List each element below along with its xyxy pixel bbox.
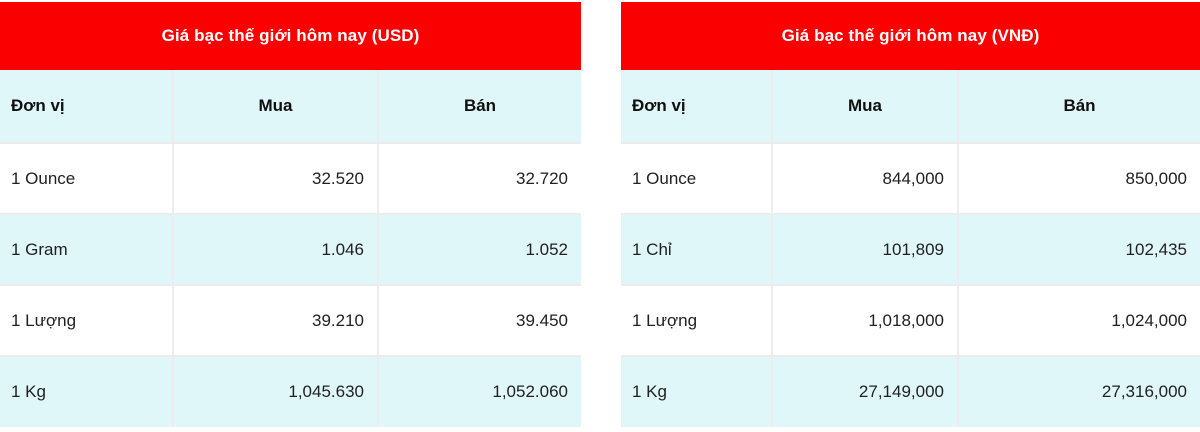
sell-price-cell: 850,000 [1125, 168, 1187, 188]
silver-price-table-vnd: Giá bạc thế giới hôm nay (VNĐ) Đơn vị Mu… [621, 2, 1200, 427]
table-title-usd: Giá bạc thế giới hôm nay (USD) [0, 2, 581, 70]
unit-cell: 1 Kg [0, 356, 174, 427]
unit-cell: 1 Lượng [621, 285, 773, 356]
table-row: 1 Kg 27,149,000 27,316,000 [621, 356, 1200, 427]
price-table-usd: Đơn vị Mua Bán 1 Ounce 32.520 32.720 1 G… [0, 70, 581, 427]
buy-price-cell: 32.520 [173, 143, 379, 214]
buy-price-cell: 1,018,000 [772, 285, 959, 356]
unit-cell: 1 Lượng [0, 285, 174, 356]
unit-cell: 1 Gram [0, 214, 174, 285]
header-row: Đơn vị Mua Bán [0, 70, 581, 144]
sell-price-cell: 1,024,000 [1111, 310, 1187, 330]
silver-price-table-usd: Giá bạc thế giới hôm nay (USD) Đơn vị Mu… [0, 2, 581, 427]
buy-price-cell: 101,809 [772, 214, 959, 285]
unit-cell: 1 Ounce [0, 143, 174, 214]
column-header-buy: Mua [173, 70, 379, 144]
buy-price-cell: 39.210 [173, 285, 379, 356]
buy-price-cell: 1,045.630 [173, 356, 379, 427]
table-row: 1 Lượng 1,018,000 1,024,000 [621, 285, 1200, 356]
unit-cell: 1 Chỉ [621, 214, 773, 285]
sell-price-cell: 32.720 [516, 168, 568, 188]
sell-price-cell: 1.052 [525, 239, 568, 259]
sell-price-cell: 27,316,000 [1101, 382, 1187, 401]
table-row: 1 Ounce 844,000 850,000 [621, 143, 1200, 214]
price-table-vnd: Đơn vị Mua Bán 1 Ounce 844,000 850,000 1… [621, 70, 1200, 427]
column-header-unit: Đơn vị [0, 70, 174, 144]
unit-cell: 1 Kg [621, 356, 773, 427]
table-title-vnd: Giá bạc thế giới hôm nay (VNĐ) [621, 2, 1200, 70]
column-header-sell: Bán [378, 70, 581, 144]
sell-price-cell: 1,052.060 [492, 382, 568, 401]
table-row: 1 Chỉ 101,809 102,435 [621, 214, 1200, 285]
unit-cell: 1 Ounce [621, 143, 773, 214]
buy-price-cell: 844,000 [772, 143, 959, 214]
column-header-buy: Mua [772, 70, 959, 144]
column-header-sell: Bán [958, 70, 1200, 144]
header-row: Đơn vị Mua Bán [621, 70, 1200, 144]
table-row: 1 Ounce 32.520 32.720 [0, 143, 581, 214]
sell-price-cell: 102,435 [1125, 239, 1187, 259]
table-row: 1 Gram 1.046 1.052 [0, 214, 581, 285]
column-header-unit: Đơn vị [621, 70, 773, 144]
buy-price-cell: 27,149,000 [772, 356, 959, 427]
buy-price-cell: 1.046 [173, 214, 379, 285]
table-row: 1 Kg 1,045.630 1,052.060 [0, 356, 581, 427]
sell-price-cell: 39.450 [516, 310, 568, 330]
table-row: 1 Lượng 39.210 39.450 [0, 285, 581, 356]
